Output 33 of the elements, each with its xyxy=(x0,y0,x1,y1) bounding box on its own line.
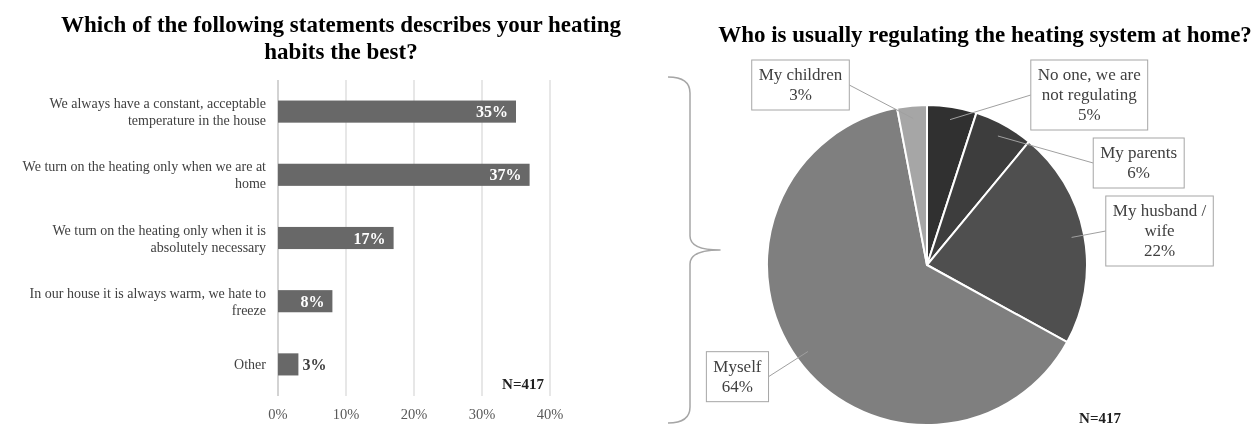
x-tick-label: 0% xyxy=(268,406,288,422)
data-label: 64% xyxy=(721,376,754,396)
text: N=417 xyxy=(1079,410,1122,426)
slice-label: My husband / wife xyxy=(1112,201,1207,240)
y-tick-label: We always have a constant, acceptable temperature in the house xyxy=(49,96,266,129)
slice-label: My children xyxy=(758,65,843,84)
bar xyxy=(278,163,530,186)
data-label: 22% xyxy=(1143,241,1176,260)
y-tick-label: Other xyxy=(234,357,267,373)
data-label: 3% xyxy=(789,85,812,104)
chart-title: Which of the following statements describes your heating habits the best? xyxy=(61,12,622,64)
data-label: 37% xyxy=(489,166,522,184)
chart-title: Who is usually regulating the heating system at home? xyxy=(718,22,1252,47)
data-label: 6% xyxy=(1127,163,1151,182)
annotation: N=417 xyxy=(502,376,545,392)
x-tick-label: 30% xyxy=(468,406,496,422)
data-label: 35% xyxy=(476,103,508,121)
data-label: 5% xyxy=(1077,105,1101,124)
slice-label: My parents xyxy=(1100,143,1178,162)
bar xyxy=(278,100,516,123)
data-label: 17% xyxy=(353,229,386,247)
slice-label: Myself xyxy=(713,356,762,376)
data-label: 8% xyxy=(300,292,325,310)
bar xyxy=(278,353,299,376)
y-tick-label: In our house it is always warm, we hate to freeze xyxy=(29,285,266,318)
y-tick-label: We turn on the heating only when we are at home xyxy=(22,159,267,192)
slice-label: No one, we are not regulating xyxy=(1037,65,1141,104)
x-tick-label: 40% xyxy=(536,406,564,422)
y-tick-label: We turn on the heating only when it is absolutely necessary xyxy=(52,222,266,255)
x-tick-label: 20% xyxy=(400,406,428,422)
bar xyxy=(278,226,394,250)
x-tick-label: 10% xyxy=(332,406,360,422)
data-label: 3% xyxy=(302,355,327,373)
